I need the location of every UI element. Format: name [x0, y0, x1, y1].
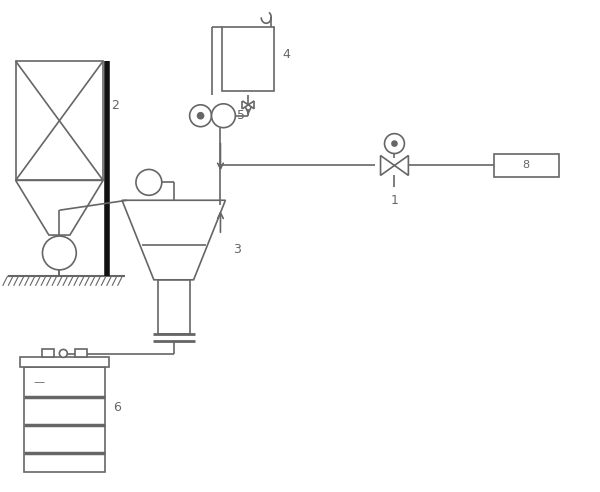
Polygon shape — [122, 200, 226, 280]
Bar — [20, 357, 109, 368]
Circle shape — [385, 134, 404, 154]
Circle shape — [43, 236, 76, 270]
Circle shape — [392, 141, 397, 146]
Circle shape — [136, 169, 162, 195]
Bar — [16, 61, 103, 181]
Text: —: — — [34, 377, 44, 387]
Polygon shape — [380, 155, 394, 176]
Bar — [23, 368, 105, 472]
Polygon shape — [394, 155, 409, 176]
Circle shape — [197, 113, 203, 119]
Text: 5: 5 — [238, 109, 245, 122]
Circle shape — [212, 104, 235, 127]
Polygon shape — [16, 181, 103, 235]
Text: 2: 2 — [111, 99, 119, 112]
Circle shape — [59, 349, 67, 357]
Text: 6: 6 — [113, 400, 121, 414]
Text: 8: 8 — [522, 160, 529, 170]
Polygon shape — [217, 110, 230, 121]
Bar — [42, 349, 54, 357]
Text: 4: 4 — [282, 48, 290, 61]
Text: 1: 1 — [391, 194, 398, 207]
Bar — [494, 154, 559, 178]
Bar — [74, 349, 86, 357]
Bar — [158, 280, 190, 335]
Text: 3: 3 — [233, 244, 241, 256]
Circle shape — [190, 105, 212, 126]
Bar — [223, 27, 274, 91]
